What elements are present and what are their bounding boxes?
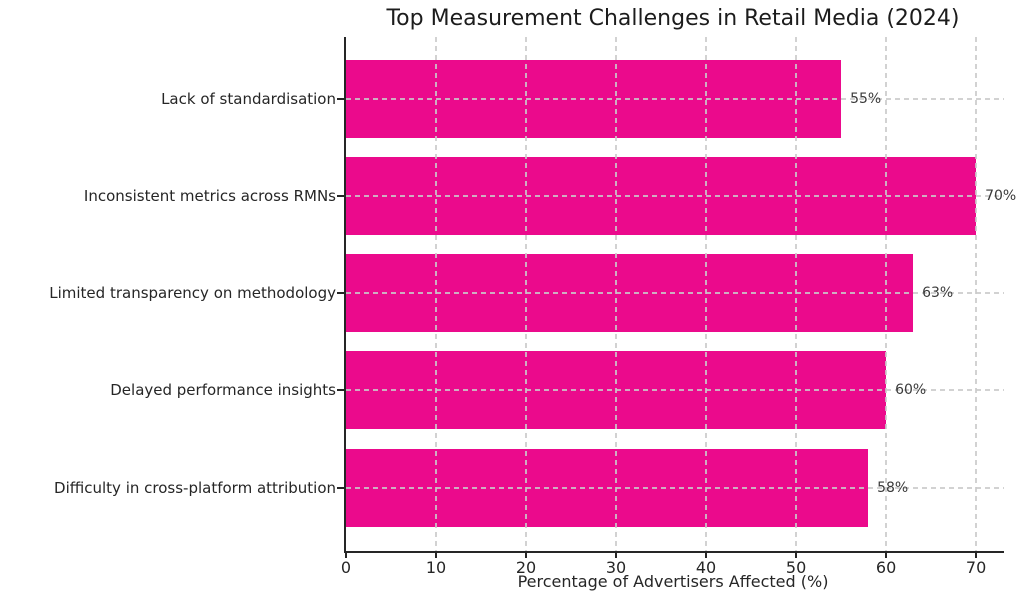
bar-value-label: 58% (877, 479, 909, 496)
x-tick-mark (345, 553, 347, 558)
bar-value-label: 60% (895, 382, 927, 399)
horizontal-gridline (346, 486, 1004, 489)
x-tick-mark (615, 553, 618, 558)
vertical-gridline (975, 37, 978, 551)
vertical-gridline (435, 37, 437, 551)
y-category-label: Limited transparency on methodology (49, 284, 336, 303)
x-tick-label: 10 (425, 558, 447, 577)
y-category-label: Delayed performance insights (110, 381, 336, 400)
vertical-gridline (615, 37, 618, 551)
x-tick-label: 40 (695, 558, 717, 577)
x-tick-mark (795, 553, 798, 558)
horizontal-gridline (346, 389, 1004, 392)
x-tick-label: 50 (785, 558, 807, 577)
vertical-gridline (795, 37, 798, 551)
y-category-label: Difficulty in cross-platform attribution (54, 478, 336, 497)
bar-value-label: 55% (850, 90, 882, 107)
vertical-gridline (525, 37, 528, 551)
x-tick-label: 60 (875, 558, 897, 577)
vertical-gridline (885, 37, 888, 551)
plot-area: 55% 70% 63% 60% 58% 0 10 20 30 40 50 60 70 (337, 37, 1016, 577)
x-tick-mark (885, 553, 888, 558)
y-axis-labels: Lack of standardisation Inconsistent metr… (0, 37, 336, 551)
y-tick-mark (337, 486, 344, 489)
horizontal-gridline (346, 97, 1004, 100)
x-tick-mark (435, 553, 437, 558)
x-tick-label: 30 (605, 558, 627, 577)
y-category-label: Inconsistent metrics across RMNs (83, 186, 336, 205)
x-axis-title: Percentage of Advertisers Affected (%) (517, 572, 829, 591)
y-tick-mark (337, 97, 344, 100)
horizontal-gridline (346, 292, 1004, 295)
x-tick-label: 20 (515, 558, 537, 577)
x-tick-mark (975, 553, 978, 558)
x-tick-label: 0 (340, 558, 352, 577)
x-tick-mark (705, 553, 708, 558)
y-tick-mark (337, 389, 344, 392)
chart-title: Top Measurement Challenges in Retail Med… (386, 6, 960, 31)
bar-value-label: 70% (985, 187, 1017, 204)
vertical-gridline (705, 37, 708, 551)
y-tick-mark (337, 194, 344, 197)
x-tick-label: 70 (965, 558, 987, 577)
y-tick-mark (337, 292, 344, 295)
bar-value-label: 63% (922, 285, 954, 302)
x-tick-mark (525, 553, 528, 558)
y-category-label: Lack of standardisation (161, 89, 336, 108)
horizontal-gridline (346, 194, 1004, 197)
